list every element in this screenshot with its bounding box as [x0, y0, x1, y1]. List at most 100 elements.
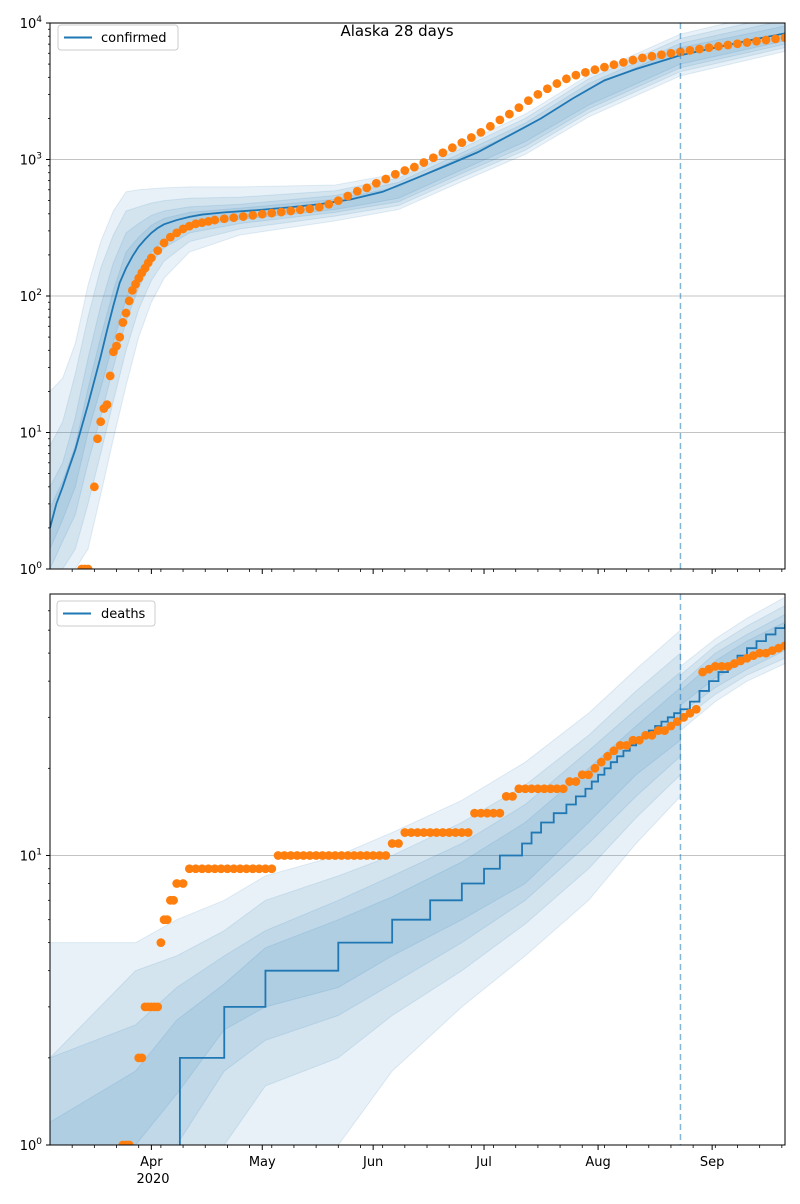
deaths-observed-point — [324, 851, 334, 860]
deaths-observed-point — [628, 735, 638, 745]
confirmed-uncertainty-band-0 — [50, 25, 785, 550]
confirmed-observed-point — [210, 215, 220, 225]
deaths-observed-point — [413, 828, 422, 837]
confirmed-observed-point — [381, 174, 391, 184]
deaths-observed-point — [710, 661, 720, 671]
deaths-observed-point — [552, 784, 562, 794]
deaths-observed-point — [318, 851, 327, 860]
confirmed-observed-point — [761, 35, 771, 45]
confirmed-observed-point — [159, 238, 169, 248]
deaths-observed-point — [565, 777, 574, 786]
x-axis-ticks: Apr May Jun Jul Aug Sep — [140, 1155, 724, 1170]
x-tick-label-jun: Jun — [362, 1155, 383, 1170]
deaths-observed-point — [387, 839, 397, 848]
deaths-uncertainty-band-1 — [50, 613, 785, 1145]
deaths-observed-point — [343, 851, 353, 860]
confirmed-observed-point — [619, 57, 628, 67]
legend-label-confirmed: confirmed — [101, 31, 167, 46]
confirmed-observed-point — [219, 214, 229, 224]
deaths-observed-point — [229, 864, 239, 874]
confirmed-observed-point — [609, 60, 619, 70]
confirmed-observed-point — [685, 45, 695, 55]
deaths-observed-point — [527, 784, 536, 794]
deaths-observed-point — [178, 879, 188, 888]
deaths-observed-point — [254, 864, 264, 874]
confirmed-observed-point — [590, 65, 600, 75]
confirmed-observed-point — [172, 228, 182, 238]
deaths-observed-point — [584, 770, 593, 780]
confirmed-observed-point — [571, 70, 581, 80]
deaths-plot-area — [50, 594, 785, 1145]
deaths-observed-point — [162, 915, 172, 925]
confirmed-observed-point — [165, 232, 175, 242]
deaths-ytick-label: 101 — [20, 847, 42, 864]
confirmed-observed-point — [409, 162, 419, 172]
deaths-observed-point — [242, 864, 251, 874]
confirmed-plot-area — [50, 23, 785, 569]
deaths-observed-point — [558, 784, 568, 794]
confirmed-ytick-label: 103 — [20, 152, 42, 169]
confirmed-observed-point — [476, 127, 486, 137]
confirmed-observed-point — [780, 33, 785, 43]
confirmed-observed-point — [676, 47, 685, 57]
confirmed-observed-point — [723, 40, 733, 50]
confirmed-observed-point — [105, 371, 115, 381]
deaths-observed-point — [482, 808, 492, 818]
confirmed-observed-point — [153, 246, 163, 256]
confirmed-observed-point — [83, 564, 93, 569]
confirmed-ytick-label: 104 — [20, 15, 43, 32]
deaths-observed-point — [299, 851, 308, 860]
deaths-observed-point — [210, 864, 220, 874]
confirmed-observed-point — [647, 51, 657, 61]
deaths-observed-point — [311, 851, 321, 860]
x-axis-year-label: 2020 — [136, 1172, 169, 1187]
confirmed-observed-point — [124, 296, 134, 306]
confirmed-observed-point — [704, 43, 714, 53]
confirmed-observed-point — [146, 253, 156, 263]
deaths-observed-point — [337, 851, 346, 860]
deaths-observed-point — [156, 938, 166, 948]
confirmed-ytick-label: 102 — [20, 288, 42, 305]
confirmed-observed-point — [552, 79, 562, 88]
deaths-observed-point — [463, 828, 473, 837]
deaths-observed-point — [495, 808, 505, 818]
deaths-legend: deaths — [56, 600, 156, 627]
deaths-observed-point — [533, 784, 543, 794]
confirmed-observed-point — [419, 158, 429, 167]
confirmed-observed-point — [333, 196, 343, 205]
confirmed-observed-point — [295, 205, 305, 215]
deaths-ytick-label: 100 — [20, 1137, 43, 1154]
confirmed-observed-point — [447, 143, 457, 153]
deaths-observed-point — [780, 641, 785, 651]
confirmed-observed-point — [428, 153, 438, 163]
deaths-axes-frame — [49, 593, 786, 1146]
confirmed-observed-point — [238, 212, 248, 221]
confirmed-observed-point — [733, 39, 742, 49]
deaths-observed-point — [191, 864, 201, 874]
confirmed-observed-point — [286, 206, 296, 216]
confirmed-observed-point — [771, 34, 780, 44]
confirmed-observed-point — [96, 417, 106, 427]
confirmed-observed-point — [714, 41, 723, 51]
deaths-observed-point — [153, 1002, 163, 1012]
deaths-observed-point — [356, 851, 365, 860]
deaths-observed-point — [273, 851, 283, 860]
confirmed-observed-point — [390, 169, 400, 179]
deaths-observed-point — [223, 864, 232, 874]
confirmed-observed-point — [248, 210, 258, 220]
deaths-observed-point — [470, 808, 479, 818]
confirmed-observed-point — [257, 209, 267, 219]
deaths-observed-point — [248, 864, 258, 874]
deaths-observed-point — [514, 784, 524, 794]
deaths-observed-point — [267, 864, 277, 874]
deaths-observed-point — [653, 726, 663, 735]
confirmed-observed-point — [276, 207, 286, 217]
confirmed-observed-point — [533, 89, 543, 99]
deaths-observed-point — [685, 708, 695, 718]
deaths-observed-point — [641, 730, 651, 740]
deaths-observed-point — [216, 864, 226, 874]
x-tick-label-may: May — [249, 1155, 276, 1170]
deaths-observed-point — [362, 851, 372, 860]
